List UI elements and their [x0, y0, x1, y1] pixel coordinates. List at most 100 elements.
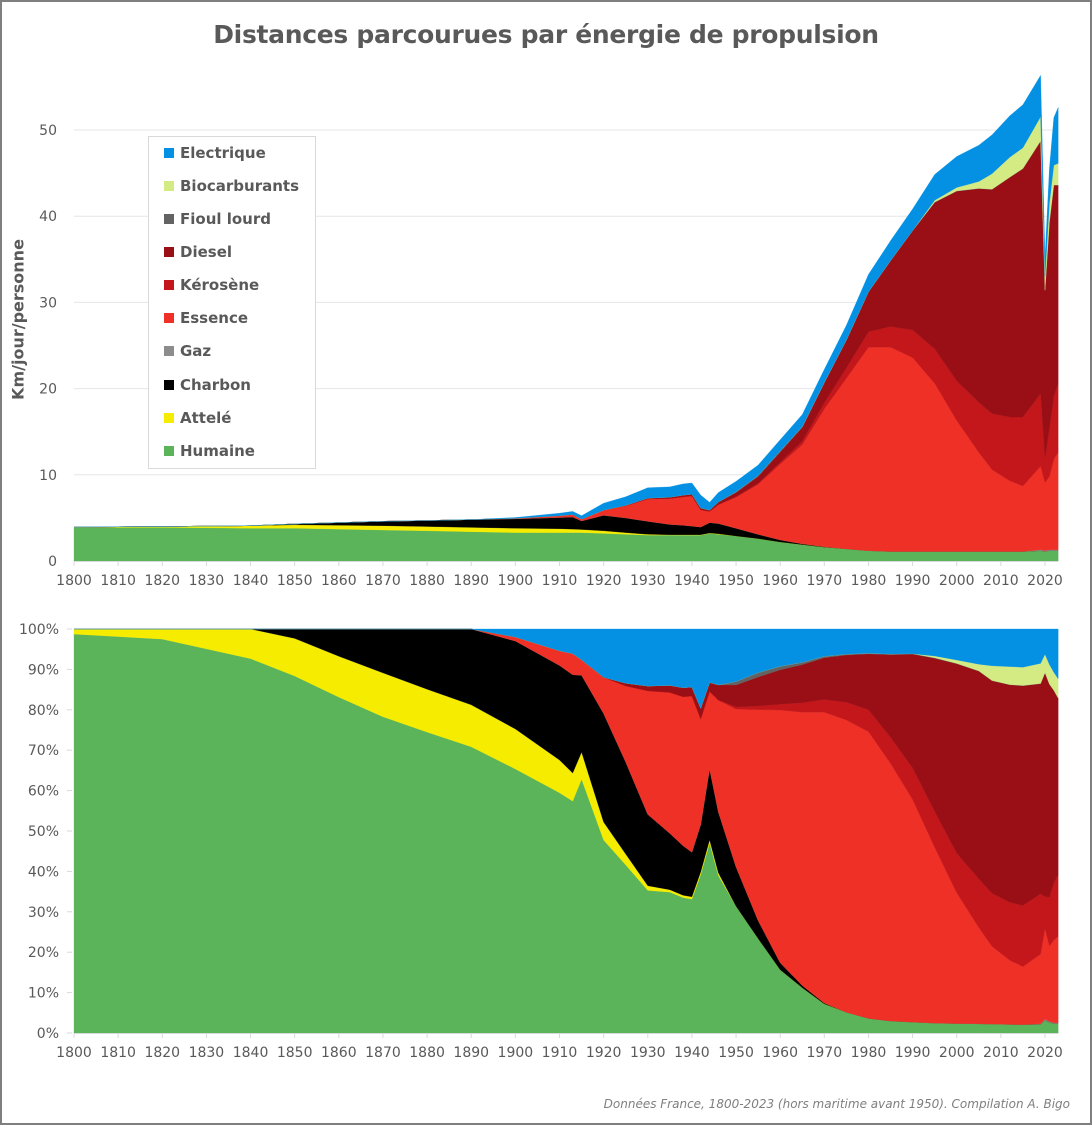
x-tick-label: 1850: [277, 1045, 313, 1061]
legend-swatch: [164, 214, 174, 224]
x-tick-label: 1810: [100, 1045, 136, 1061]
top-chart-x-ticks: 1800 1810 1820 1830 1840 1850 1860 1870 1880 1890…: [56, 573, 1063, 589]
x-tick-label: 1960: [762, 573, 798, 589]
x-tick-label: 2020: [1027, 573, 1063, 589]
legend-swatch: [164, 413, 174, 423]
legend-item-biocarburants: Biocarburants: [164, 176, 299, 196]
legend-item-humaine: Humaine: [164, 441, 255, 461]
x-tick-label: 1970: [806, 1045, 842, 1061]
x-tick-label: 1990: [895, 1045, 931, 1061]
legend-label: Biocarburants: [180, 177, 300, 195]
top-chart-areas: [73, 74, 1059, 562]
legend-swatch: [164, 313, 174, 323]
bottom-chart-x-axis: [73, 1033, 1059, 1038]
y-tick-label: 30: [39, 295, 57, 311]
y-tick-label: 50%: [28, 824, 59, 840]
legend-swatch: [164, 247, 174, 257]
x-tick-label: 1980: [851, 573, 887, 589]
legend-label: Kérosène: [180, 276, 260, 294]
legend-swatch: [164, 446, 174, 456]
x-tick-label: 1870: [365, 573, 401, 589]
legend: Electrique Biocarburants Fioul lourd Die…: [148, 136, 316, 469]
x-tick-label: 2010: [983, 1045, 1019, 1061]
bottom-chart-x-ticks: 1800 1810 1820 1830 1840 1850 1860 1870 1880 1890…: [56, 1045, 1063, 1061]
x-tick-label: 1990: [895, 573, 931, 589]
top-chart-y-ticks: 0 10 20 30 40 50: [39, 123, 57, 570]
x-tick-label: 1800: [56, 1045, 92, 1061]
source-footnote: Données France, 1800-2023 (hors maritime…: [603, 1097, 1070, 1111]
x-tick-label: 1830: [189, 1045, 225, 1061]
x-tick-label: 1870: [365, 1045, 401, 1061]
legend-label: Electrique: [180, 144, 266, 162]
x-tick-label: 1840: [233, 573, 269, 589]
y-tick-label: 70%: [28, 743, 59, 759]
legend-item-attele: Attelé: [164, 408, 231, 428]
x-tick-label: 1950: [718, 1045, 754, 1061]
bottom-chart-y-ticks: 0% 10% 20% 30% 40% 50% 60% 70% 80% 90% 100%: [19, 622, 72, 1042]
x-tick-label: 1850: [277, 573, 313, 589]
x-tick-label: 1860: [321, 573, 357, 589]
x-tick-label: 1910: [542, 1045, 578, 1061]
x-tick-label: 2020: [1027, 1045, 1063, 1061]
y-tick-label: 20%: [28, 945, 59, 961]
x-tick-label: 1880: [409, 1045, 445, 1061]
legend-label: Attelé: [180, 409, 232, 427]
legend-item-essence: Essence: [164, 308, 248, 328]
chart-title: Distances parcourues par énergie de prop…: [213, 20, 879, 49]
x-tick-label: 1940: [674, 1045, 710, 1061]
x-tick-label: 1800: [56, 573, 92, 589]
x-tick-label: 1880: [409, 573, 445, 589]
x-tick-label: 2000: [939, 1045, 975, 1061]
y-tick-label: 20: [39, 382, 57, 398]
x-tick-label: 1820: [144, 1045, 180, 1061]
y-tick-label: 40: [39, 209, 57, 225]
legend-swatch: [164, 181, 174, 191]
x-tick-label: 1960: [762, 1045, 798, 1061]
y-tick-label: 10: [39, 468, 57, 484]
x-tick-label: 1970: [806, 573, 842, 589]
x-tick-label: 1840: [233, 1045, 269, 1061]
legend-item-kerosene: Kérosène: [164, 275, 259, 295]
y-tick-label: 0: [48, 554, 57, 570]
y-tick-label: 100%: [19, 622, 59, 638]
y-tick-label: 90%: [28, 662, 59, 678]
y-tick-label: 30%: [28, 905, 59, 921]
x-tick-label: 1820: [144, 573, 180, 589]
legend-label: Essence: [180, 309, 249, 327]
x-tick-label: 1900: [498, 1045, 534, 1061]
y-tick-label: 50: [39, 123, 57, 139]
legend-item-charbon: Charbon: [164, 375, 251, 395]
legend-label: Fioul lourd: [180, 210, 271, 228]
x-tick-label: 1830: [189, 573, 225, 589]
legend-item-fioul-lourd: Fioul lourd: [164, 209, 271, 229]
x-tick-label: 1890: [453, 573, 489, 589]
y-tick-label: 60%: [28, 784, 59, 800]
area-electrique: [73, 74, 1059, 528]
legend-label: Gaz: [180, 342, 212, 360]
legend-swatch: [164, 280, 174, 290]
x-tick-label: 2000: [939, 573, 975, 589]
x-tick-label: 1910: [542, 573, 578, 589]
y-tick-label: 10%: [28, 986, 59, 1002]
legend-item-electrique: Electrique: [164, 143, 266, 163]
x-tick-label: 1940: [674, 573, 710, 589]
legend-label: Diesel: [180, 243, 233, 261]
legend-swatch: [164, 148, 174, 158]
legend-label: Humaine: [180, 442, 255, 460]
y-tick-label: 0%: [37, 1026, 59, 1042]
legend-item-diesel: Diesel: [164, 242, 232, 262]
legend-swatch: [164, 380, 174, 390]
top-chart-y-axis-label: Km/jour/personne: [8, 239, 28, 400]
y-tick-label: 80%: [28, 703, 59, 719]
x-tick-label: 1860: [321, 1045, 357, 1061]
x-tick-label: 1810: [100, 573, 136, 589]
bottom-chart-areas: [73, 628, 1059, 1034]
top-chart-x-axis: [73, 561, 1059, 566]
x-tick-label: 1890: [453, 1045, 489, 1061]
x-tick-label: 1920: [586, 1045, 622, 1061]
legend-label: Charbon: [180, 376, 251, 394]
y-tick-label: 40%: [28, 864, 59, 880]
x-tick-label: 1950: [718, 573, 754, 589]
area-electrique: [74, 628, 1059, 709]
